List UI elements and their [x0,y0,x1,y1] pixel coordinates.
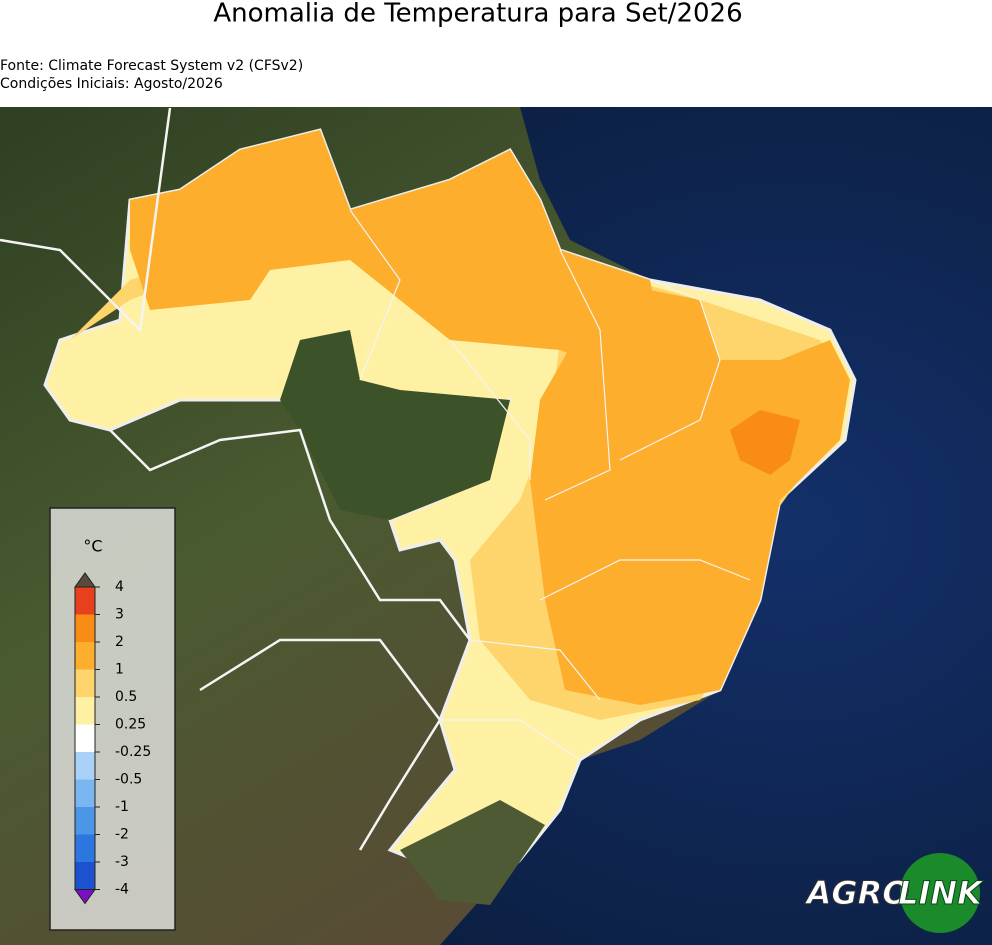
map [0,107,992,945]
colorbar-segment [75,862,95,890]
source: Fonte: Climate Forecast System v2 (CFSv2… [0,58,303,74]
colorbar-tick-label: 1 [115,662,124,678]
brazil-anomaly-high [530,290,850,705]
country-borders [0,107,471,851]
colorbar-tick-label: -2 [115,827,129,843]
colorbar-tick-label: -3 [115,854,129,870]
initial-conditions: Condições Iniciais: Agosto/2026 [0,76,223,92]
colorbar-segment [75,642,95,670]
colorbar-tick-label: 2 [115,634,124,650]
colorbar-tick-label: 0.5 [115,689,137,705]
colorbar-segment [75,779,95,807]
colorbar-segment [75,834,95,862]
colorbar-tick-label: 0.25 [115,717,146,733]
logo-circle [900,853,980,933]
colorbar-tick-label: -0.25 [115,744,151,760]
colorbar-segment [75,669,95,697]
colorbar: 4 3 2 1 0.5 0.25 -0.25 -0.5 -1 -2 -3 -4 [74,572,151,905]
logo-left: AGRO [804,874,910,912]
colorbar-segment [75,752,95,780]
colorbar-box [49,507,176,931]
colorbar-outline [74,586,96,890]
colorbar-segment [75,614,95,642]
logo: AGRO LINK [803,853,985,933]
colorbar-segment [75,697,95,725]
colorbar-tick-label: 3 [115,607,124,623]
logo-right: LINK [898,874,984,912]
state-borders [349,209,751,761]
colorbar-segment [75,724,95,752]
no-anomaly-area [400,800,545,905]
colorbar-tick-label: 4 [115,579,124,595]
brazil-anomaly-peak [730,410,800,475]
colorbar-unit: °C [83,537,102,556]
colorbar-segment [75,807,95,835]
title: Anomalia de Temperatura para Set/2026 [213,0,742,29]
colorbar-segment [75,587,95,615]
colorbar-tick-label: -4 [115,882,129,898]
brazil-anomaly-high [130,130,660,380]
colorbar-tick-label: -1 [115,799,129,815]
colorbar-tick-label: -0.5 [115,772,142,788]
no-anomaly-area [280,330,510,520]
